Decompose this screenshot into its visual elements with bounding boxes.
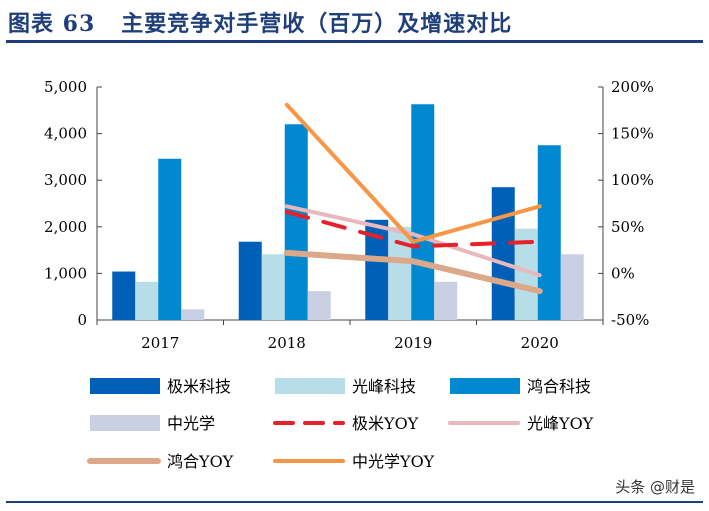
- bar-极米科技: [491, 187, 515, 320]
- right-tick-label: -50%: [611, 311, 649, 329]
- right-tick-label: 200%: [611, 78, 654, 96]
- legend-swatch: [90, 415, 160, 431]
- legend-label: 鸿合YOY: [167, 452, 234, 471]
- bar-鸿合科技: [537, 145, 561, 320]
- right-tick-label: 0%: [611, 264, 635, 282]
- legend-label: 光峰科技: [352, 377, 416, 396]
- bar-中光学: [560, 254, 584, 320]
- line-鸿合YOY: [283, 249, 543, 295]
- bar-极米科技: [238, 241, 262, 320]
- left-tick-label: 0: [77, 311, 87, 329]
- bar-极米科技: [112, 271, 136, 320]
- legend-label: 光峰YOY: [527, 414, 594, 433]
- left-tick-label: 2,000: [44, 218, 87, 236]
- legend-label: 鸿合科技: [527, 377, 591, 396]
- watermark: 头条 @财是: [615, 478, 695, 496]
- x-tick-label: 2018: [268, 334, 306, 352]
- legend-label: 极米YOY: [352, 414, 419, 433]
- bar-鸿合科技: [158, 158, 182, 320]
- bar-光峰科技: [388, 226, 412, 320]
- x-tick-label: 2019: [394, 334, 432, 352]
- bar-光峰科技: [135, 281, 159, 320]
- x-tick-label: 2020: [521, 334, 559, 352]
- line-中光学YOY: [284, 102, 542, 244]
- figure-title: 图表 63 主要竞争对手营收（百万）及增速对比: [8, 11, 513, 37]
- bar-中光学: [307, 291, 331, 320]
- bar-光峰科技: [514, 228, 538, 320]
- legend-swatch: [90, 378, 160, 394]
- left-tick-label: 5,000: [44, 78, 87, 96]
- legend-label: 中光学: [167, 414, 215, 433]
- bar-鸿合科技: [284, 124, 308, 320]
- right-tick-label: 100%: [611, 171, 654, 189]
- bar-中光学: [434, 281, 458, 320]
- legend-swatch: [450, 378, 520, 394]
- legend-swatch: [275, 378, 345, 394]
- right-tick-label: 150%: [611, 125, 654, 143]
- title-rule: [6, 40, 703, 43]
- x-tick-label: 2017: [141, 334, 179, 352]
- left-tick-label: 4,000: [44, 125, 87, 143]
- line-光峰YOY: [284, 204, 542, 278]
- bar-极米科技: [365, 219, 389, 320]
- bar-光峰科技: [261, 254, 285, 320]
- bottom-rule: [6, 501, 703, 503]
- left-tick-label: 3,000: [44, 171, 87, 189]
- legend-label: 极米科技: [167, 377, 231, 396]
- left-tick-label: 1,000: [44, 264, 87, 282]
- bar-中光学: [181, 309, 205, 320]
- bar-鸿合科技: [411, 104, 435, 320]
- right-tick-label: 50%: [611, 218, 644, 236]
- line-极米YOY: [284, 209, 542, 249]
- legend-label: 中光学YOY: [352, 452, 435, 471]
